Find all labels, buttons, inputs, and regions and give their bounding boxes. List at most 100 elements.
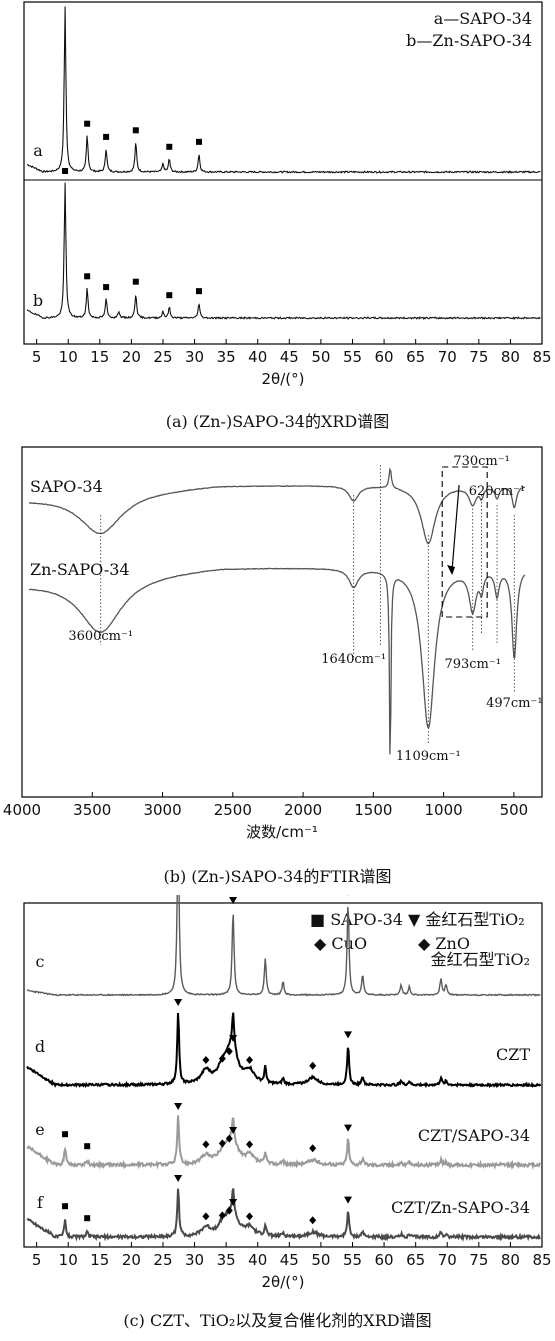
panel-a-xrd: 5 10 15 20 25 30 35 40 45 50 55 60 65 70 75 80 85 2θ/(°) a… bbox=[0, 0, 555, 440]
tio2-marker bbox=[174, 999, 183, 1006]
tio2-marker bbox=[344, 1124, 353, 1132]
xrd-series-d bbox=[26, 1012, 542, 1089]
caption-c: (c) CZT、TiO₂以及复合催化剂的XRD谱图 bbox=[123, 1311, 432, 1330]
tio2-marker bbox=[174, 1175, 183, 1182]
annotation-3440: 3600cm⁻¹ bbox=[68, 629, 133, 644]
sapo-marker bbox=[195, 138, 202, 145]
x-tick-label-c: 75 bbox=[469, 1251, 488, 1269]
x-tick-label-b: 1000 bbox=[425, 801, 463, 819]
x-tick-label-a: 25 bbox=[153, 348, 172, 366]
ftir-series-sapo34 bbox=[28, 467, 526, 545]
sapo-marker bbox=[62, 1131, 69, 1138]
x-tick-label-c: 65 bbox=[406, 1251, 425, 1269]
x-tick-label-a: 35 bbox=[217, 348, 236, 366]
x-tick-label-b: 3500 bbox=[73, 801, 111, 819]
chart-c-svg: 5 10 15 20 25 30 35 40 45 50 55 60 65 70 75 80 85 2θ/(°) ■… bbox=[23, 895, 552, 1291]
series-label-b: b bbox=[33, 291, 43, 310]
tio2-marker bbox=[347, 895, 349, 896]
annotation-620: 620cm⁻¹ bbox=[469, 484, 526, 499]
cuo-zno-marker bbox=[309, 1216, 317, 1225]
annotation-1640: 1640cm⁻¹ bbox=[321, 652, 386, 667]
tio2-marker bbox=[174, 1103, 183, 1110]
x-axis-label-b: 波数/cm⁻¹ bbox=[246, 823, 318, 841]
x-tick-label-a: 20 bbox=[122, 348, 141, 366]
sapo-marker bbox=[84, 273, 91, 280]
cuo-zno-marker bbox=[202, 1056, 210, 1065]
x-tick-label-c: 20 bbox=[122, 1251, 141, 1269]
cuo-zno-marker bbox=[202, 1212, 210, 1221]
xrd-series-e bbox=[26, 1115, 542, 1170]
cuo-zno-marker bbox=[218, 1139, 226, 1148]
arrow-head bbox=[447, 565, 456, 575]
x-tick-label-c: 45 bbox=[280, 1251, 299, 1269]
sapo-marker bbox=[195, 288, 202, 295]
x-tick-label-c: 55 bbox=[343, 1251, 362, 1269]
sapo-marker bbox=[62, 168, 69, 174]
x-tick-label-c: 50 bbox=[311, 1251, 330, 1269]
xrd-series-a bbox=[27, 6, 541, 174]
series-name-e: CZT/SAPO-34 bbox=[418, 1126, 530, 1145]
series-name-f: CZT/Zn-SAPO-34 bbox=[391, 1198, 530, 1217]
cuo-zno-marker bbox=[225, 1047, 233, 1056]
cuo-zno-marker bbox=[309, 1061, 317, 1070]
legend-cuo: ◆ CuO bbox=[314, 934, 367, 953]
sapo-marker bbox=[166, 292, 173, 299]
x-axis-label-c: 2θ/(°) bbox=[262, 1273, 305, 1291]
cuo-zno-marker bbox=[246, 1212, 254, 1221]
xrd-series-f bbox=[26, 1188, 541, 1243]
x-tick-label-c: 10 bbox=[59, 1251, 78, 1269]
x-tick-label-c: 30 bbox=[185, 1251, 204, 1269]
x-tick-label-a: 60 bbox=[375, 348, 394, 366]
sapo-marker bbox=[132, 127, 139, 134]
legend-sapo34: ■ SAPO-34 bbox=[310, 910, 403, 929]
x-tick-label-c: 80 bbox=[501, 1251, 520, 1269]
cuo-zno-marker bbox=[218, 1054, 226, 1063]
x-tick-label-b: 4000 bbox=[3, 801, 41, 819]
legend-tio2: ▼ 金红石型TiO₂ bbox=[408, 910, 525, 929]
sapo-marker bbox=[166, 143, 173, 150]
cuo-zno-marker bbox=[309, 1144, 317, 1153]
x-tick-label-c: 5 bbox=[32, 1251, 42, 1269]
cuo-zno-marker bbox=[246, 1056, 254, 1065]
plot-frame-b bbox=[21, 446, 543, 798]
series-name-c: 金红石型TiO₂ bbox=[431, 950, 530, 969]
x-tick-label-b: 500 bbox=[500, 801, 529, 819]
cuo-zno-marker bbox=[225, 1134, 233, 1143]
sapo-marker bbox=[84, 120, 91, 127]
x-tick-label-b: 3000 bbox=[143, 801, 181, 819]
x-tick-label-a: 50 bbox=[311, 348, 330, 366]
annotation-497: 497cm⁻¹ bbox=[486, 696, 543, 711]
annotation-1109: 1109cm⁻¹ bbox=[396, 749, 461, 764]
xrd-series-c bbox=[26, 895, 541, 997]
x-tick-label-a: 30 bbox=[185, 348, 204, 366]
tio2-marker bbox=[344, 1196, 353, 1204]
x-axis-label-a: 2θ/(°) bbox=[262, 370, 305, 388]
cuo-zno-marker bbox=[225, 1206, 233, 1215]
x-tick-label-b: 1500 bbox=[354, 801, 392, 819]
sapo-marker bbox=[103, 284, 110, 291]
x-tick-label-b: 2500 bbox=[214, 801, 252, 819]
x-tick-label-c: 70 bbox=[438, 1251, 457, 1269]
sapo-marker bbox=[84, 1215, 91, 1222]
annotation-793: 793cm⁻¹ bbox=[444, 657, 501, 672]
x-tick-label-a: 40 bbox=[248, 348, 267, 366]
cuo-zno-marker bbox=[218, 1211, 226, 1220]
series-label-zn-sapo34: Zn-SAPO-34 bbox=[30, 560, 130, 579]
series-label-f: f bbox=[37, 1193, 44, 1212]
x-tick-label-a: 10 bbox=[59, 348, 78, 366]
x-tick-label-a: 80 bbox=[501, 348, 520, 366]
series-label-e: e bbox=[35, 1120, 44, 1139]
annotation-730: 730cm⁻¹ bbox=[453, 454, 510, 469]
sapo-marker bbox=[132, 278, 139, 285]
x-tick-label-a: 85 bbox=[532, 348, 551, 366]
x-tick-label-a: 5 bbox=[32, 348, 42, 366]
x-tick-label-a: 15 bbox=[90, 348, 109, 366]
x-tick-label-a: 75 bbox=[469, 348, 488, 366]
caption-a: (a) (Zn-)SAPO-34的XRD谱图 bbox=[165, 412, 390, 431]
zoom-box bbox=[441, 466, 488, 618]
legend-zno: ◆ ZnO bbox=[418, 934, 470, 953]
x-tick-label-c: 15 bbox=[90, 1251, 109, 1269]
x-tick-label-a: 45 bbox=[280, 348, 299, 366]
cuo-zno-marker bbox=[202, 1140, 210, 1149]
tio2-marker bbox=[229, 1035, 238, 1042]
